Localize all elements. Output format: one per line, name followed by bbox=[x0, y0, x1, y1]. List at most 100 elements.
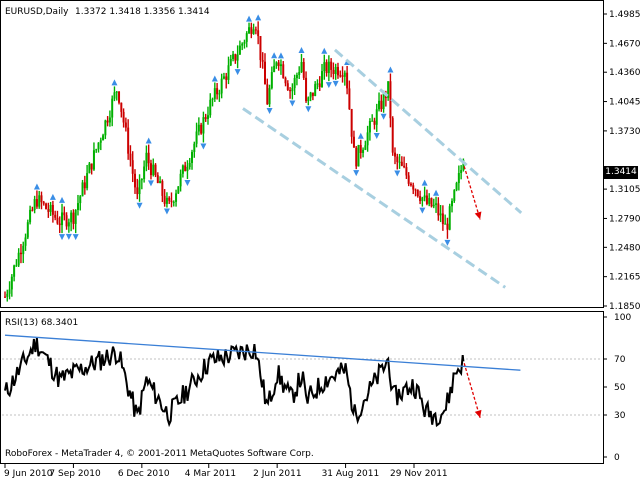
candle-body bbox=[13, 265, 16, 277]
candle-body bbox=[165, 197, 168, 204]
candle-body bbox=[54, 214, 57, 218]
candle-body bbox=[387, 81, 390, 98]
candle-body bbox=[70, 212, 73, 223]
candle-body bbox=[184, 165, 187, 172]
candle-body bbox=[330, 61, 333, 70]
candle-body bbox=[455, 183, 458, 191]
candle-body bbox=[195, 131, 198, 144]
candle-body bbox=[181, 165, 184, 174]
axis-labels: 1.4985 1.4670 1.4360 1.4045 1.3730 1.3105 1.27… bbox=[4, 10, 640, 479]
candle-body bbox=[90, 163, 93, 170]
rsi-tick-label: 0 bbox=[614, 453, 620, 463]
candle-body bbox=[163, 195, 166, 204]
candle-body bbox=[309, 92, 312, 98]
candle-body bbox=[257, 30, 260, 37]
candle-body bbox=[282, 64, 285, 78]
candle-body bbox=[118, 91, 121, 103]
candle-body bbox=[218, 93, 221, 95]
candle-body bbox=[343, 72, 346, 77]
candle-body bbox=[336, 66, 339, 76]
date-tick-label: 9 Jun 2010 bbox=[4, 469, 53, 479]
price-channel bbox=[242, 48, 523, 289]
candle-body bbox=[273, 65, 276, 73]
fractal-up-arrow-icon bbox=[33, 183, 40, 190]
candle-body bbox=[364, 145, 367, 150]
fractal-up-arrow-icon bbox=[277, 52, 284, 59]
candle-body bbox=[83, 182, 86, 189]
fractal-up-arrow-icon bbox=[321, 47, 328, 54]
fractal-down-arrow-icon bbox=[380, 113, 387, 120]
candle-body bbox=[106, 120, 109, 123]
channel-lower-line bbox=[242, 107, 507, 289]
candle-body bbox=[291, 88, 294, 92]
candle-body bbox=[396, 156, 399, 162]
candle-body bbox=[441, 213, 444, 225]
candle-body bbox=[211, 98, 214, 100]
candle-body bbox=[193, 143, 196, 152]
candle-body bbox=[414, 189, 417, 191]
candle-body bbox=[124, 122, 127, 128]
candle-body bbox=[371, 120, 374, 122]
candle-body bbox=[293, 78, 296, 89]
candle-body bbox=[29, 209, 32, 223]
candle-body bbox=[378, 100, 381, 110]
candle-body bbox=[6, 293, 9, 297]
current-price-tag: 1.3414 bbox=[604, 166, 638, 179]
candle-body bbox=[147, 152, 150, 164]
candle-body bbox=[42, 202, 45, 204]
candle-body bbox=[350, 109, 353, 137]
candle-body bbox=[311, 92, 314, 96]
rsi-series bbox=[2, 334, 602, 428]
candle-body bbox=[407, 175, 410, 184]
candle-body bbox=[334, 66, 337, 75]
candle-body bbox=[108, 117, 111, 123]
candle-body bbox=[156, 175, 159, 184]
candle-body bbox=[102, 135, 105, 141]
candle-body bbox=[421, 197, 424, 202]
candle-body bbox=[430, 198, 433, 207]
fractal-down-arrow-icon bbox=[147, 180, 154, 187]
fractal-up-arrow-icon bbox=[357, 132, 364, 139]
fractal-down-arrow-icon bbox=[266, 108, 273, 115]
candle-body bbox=[225, 76, 228, 80]
candle-body bbox=[222, 76, 225, 79]
candle-body bbox=[444, 223, 447, 225]
candle-body bbox=[259, 36, 262, 61]
candle-body bbox=[321, 71, 324, 88]
candle-body bbox=[357, 144, 360, 167]
candle-body bbox=[115, 91, 118, 93]
candle-body bbox=[56, 217, 59, 224]
candle-body bbox=[49, 204, 52, 212]
fractal-down-arrow-icon bbox=[419, 207, 426, 214]
candle-body bbox=[99, 140, 102, 143]
fractal-up-arrow-icon bbox=[49, 193, 56, 200]
candle-body bbox=[248, 27, 251, 34]
candle-body bbox=[460, 170, 463, 174]
fractal-up-arrow-icon bbox=[59, 196, 66, 203]
candle-body bbox=[26, 222, 29, 238]
candle-body bbox=[423, 195, 426, 198]
candle-body bbox=[368, 120, 371, 133]
candle-body bbox=[143, 166, 146, 179]
candle-body bbox=[405, 167, 408, 176]
fractal-down-arrow-icon bbox=[136, 202, 143, 209]
candle-body bbox=[122, 111, 125, 123]
price-series bbox=[4, 14, 465, 302]
date-tick-label: 6 Dec 2010 bbox=[118, 469, 170, 479]
candle-body bbox=[305, 77, 308, 102]
candle-body bbox=[275, 62, 278, 66]
candle-body bbox=[266, 84, 269, 105]
fractal-down-arrow-icon bbox=[200, 143, 207, 150]
candle-body bbox=[63, 212, 66, 216]
candle-body bbox=[79, 196, 82, 204]
candle-body bbox=[359, 144, 362, 153]
fractal-up-arrow-icon bbox=[211, 75, 218, 82]
candle-body bbox=[362, 149, 365, 153]
candle-body bbox=[391, 118, 394, 153]
fractal-up-arrow-icon bbox=[255, 14, 262, 21]
candle-body bbox=[95, 149, 98, 151]
price-tick-label: 1.4045 bbox=[609, 98, 640, 108]
fractal-down-arrow-icon bbox=[444, 239, 451, 246]
